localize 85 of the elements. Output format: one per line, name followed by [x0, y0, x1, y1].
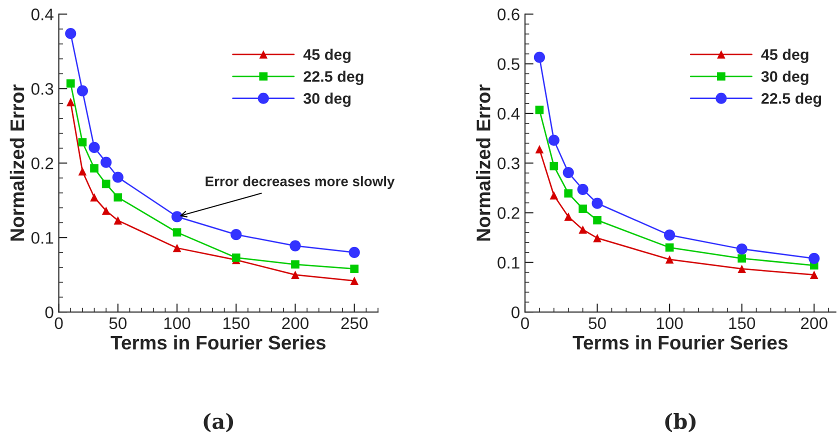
point: [548, 134, 560, 146]
x-tick-label: 250: [341, 317, 368, 330]
point: [90, 193, 98, 202]
point: [114, 193, 122, 202]
point: [102, 180, 110, 188]
point: [592, 198, 603, 209]
x-tick-label: 100: [656, 317, 683, 330]
y-tick-label: 0.3: [31, 83, 54, 95]
x-tick-label: 0: [521, 317, 529, 330]
y-axis-title: Normalized Error: [476, 84, 490, 241]
point: [171, 211, 183, 222]
point: [535, 106, 544, 114]
annotation: Error decreases more slowly: [206, 176, 395, 190]
point: [78, 167, 87, 176]
point: [665, 255, 674, 264]
y-tick-label: 0.1: [498, 256, 520, 269]
y-tick-label: 0.1: [31, 232, 54, 244]
y-tick-label: 0.4: [31, 8, 54, 20]
point: [114, 216, 122, 225]
legend-label: 30 deg: [761, 70, 808, 86]
text: (a): [204, 413, 234, 432]
point: [808, 252, 820, 264]
point: [88, 142, 100, 154]
point: [232, 254, 240, 262]
x-axis-title: Terms in Fourier Series: [110, 335, 326, 350]
point: [112, 172, 124, 183]
legend-label: 22.5 deg: [761, 92, 822, 107]
point: [564, 189, 573, 198]
y-tick-label: 0.4: [498, 108, 520, 120]
point: [78, 138, 87, 146]
point: [350, 276, 359, 285]
point: [550, 191, 558, 200]
point: [230, 229, 242, 240]
point: [738, 254, 746, 263]
y-tick-label: 0.2: [31, 158, 54, 170]
y-tick-label: 0.2: [498, 207, 520, 219]
point: [593, 234, 602, 242]
point: [665, 243, 674, 252]
point: [550, 162, 558, 170]
y-tick-label: 0: [512, 306, 520, 318]
point: [100, 156, 112, 168]
x-axis-title: Terms in Fourier Series: [572, 335, 788, 350]
point: [172, 244, 182, 252]
x-tick-label: 100: [164, 317, 190, 330]
y-tick-label: 0.6: [498, 8, 520, 20]
point: [290, 240, 301, 252]
text: (b): [665, 413, 696, 432]
x-tick-label: 150: [729, 317, 756, 330]
legend-label: 30 deg: [303, 92, 350, 107]
point: [564, 212, 573, 221]
y-tick-label: 0.3: [498, 158, 520, 170]
legend-label: 22.5 deg: [304, 70, 364, 86]
point: [350, 264, 359, 274]
y-axis-title: Normalized Error: [10, 84, 24, 241]
point: [810, 270, 818, 279]
y-tick-label: 0: [45, 306, 54, 318]
point: [291, 260, 300, 269]
point: [66, 98, 75, 106]
legend-label: 45 deg: [761, 48, 808, 64]
point: [172, 228, 182, 237]
point: [562, 166, 574, 178]
point: [348, 246, 360, 258]
point: [578, 204, 587, 213]
point: [578, 225, 587, 234]
point: [534, 52, 546, 63]
x-tick-label: 150: [224, 317, 250, 330]
point: [664, 230, 676, 241]
x-tick-label: 200: [282, 317, 308, 330]
point: [90, 164, 98, 172]
point: [291, 270, 300, 279]
point: [66, 79, 75, 88]
y-tick-label: 0.5: [498, 58, 520, 70]
point: [76, 85, 88, 96]
x-tick-label: 50: [588, 317, 606, 330]
legend-label: 45 deg: [303, 48, 350, 64]
point: [102, 206, 110, 215]
point: [736, 243, 748, 255]
x-tick-label: 0: [54, 317, 63, 330]
point: [577, 184, 588, 195]
x-tick-label: 50: [109, 317, 127, 330]
point: [593, 216, 602, 224]
point: [535, 145, 544, 154]
point: [65, 28, 76, 40]
point: [738, 264, 746, 274]
x-tick-label: 200: [801, 317, 828, 330]
